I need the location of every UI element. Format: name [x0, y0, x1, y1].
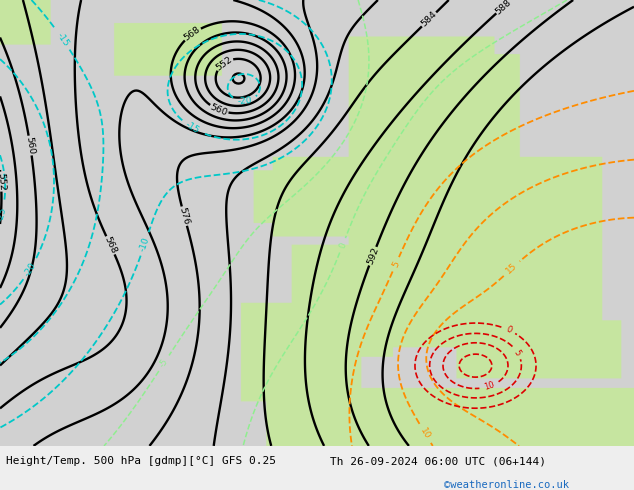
Text: -15: -15 — [184, 120, 201, 135]
Text: 576: 576 — [178, 206, 191, 226]
Text: Th 26-09-2024 06:00 UTC (06+144): Th 26-09-2024 06:00 UTC (06+144) — [330, 456, 546, 466]
Text: 552: 552 — [0, 172, 6, 191]
Text: 568: 568 — [103, 235, 119, 255]
Text: 592: 592 — [365, 246, 380, 266]
Text: 584: 584 — [420, 10, 439, 29]
Text: 0: 0 — [337, 241, 348, 249]
Text: -15: -15 — [55, 31, 70, 48]
Text: 10: 10 — [418, 426, 432, 441]
Text: Height/Temp. 500 hPa [gdmp][°C] GFS 0.25: Height/Temp. 500 hPa [gdmp][°C] GFS 0.25 — [6, 456, 276, 466]
Text: ©weatheronline.co.uk: ©weatheronline.co.uk — [444, 480, 569, 490]
Text: 588: 588 — [494, 0, 514, 16]
Text: 15: 15 — [505, 261, 519, 276]
Text: 5: 5 — [391, 260, 401, 269]
Text: 560: 560 — [209, 102, 229, 118]
Text: 5: 5 — [512, 348, 522, 357]
Text: -20: -20 — [237, 96, 252, 106]
Text: 0: 0 — [504, 325, 513, 335]
Text: 10: 10 — [483, 380, 496, 392]
Text: 552: 552 — [214, 54, 234, 72]
Text: 560: 560 — [24, 136, 36, 155]
Text: -20: -20 — [23, 260, 38, 277]
Text: -5: -5 — [158, 357, 170, 369]
Text: -10: -10 — [138, 236, 152, 252]
Text: -25: -25 — [0, 206, 8, 222]
Text: 568: 568 — [183, 25, 202, 43]
